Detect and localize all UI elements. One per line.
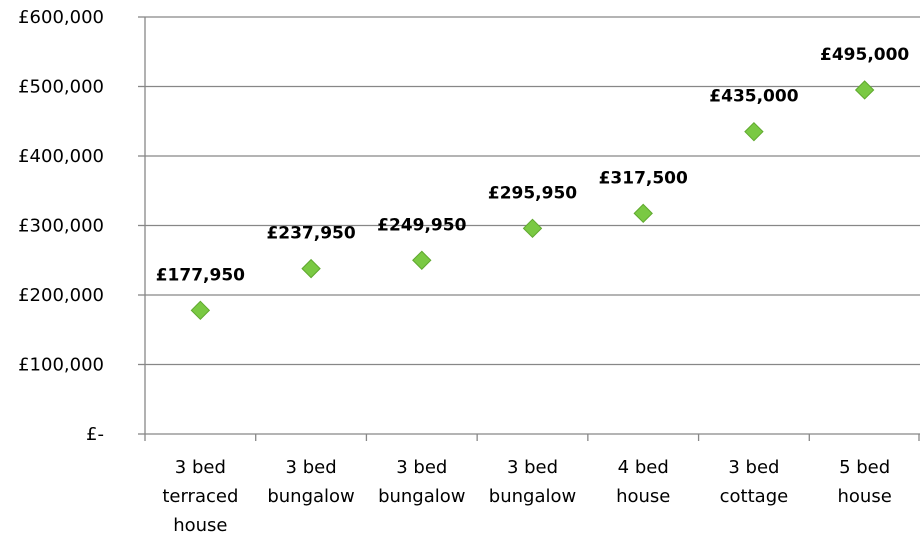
- y-tick-label: £100,000: [18, 355, 104, 376]
- x-axis-tick-labels: 3 bed terraced house 3 bed bungalow 3 bed bung…: [162, 457, 891, 536]
- x-tick-label-line: bungalow: [378, 486, 465, 507]
- y-tick-label: £600,000: [18, 7, 104, 28]
- x-tick-label-line: 3 bed: [728, 457, 779, 478]
- data-label: £295,950: [488, 183, 577, 203]
- x-tick-label-line: terraced: [162, 486, 238, 507]
- data-point-marker: [301, 258, 321, 279]
- x-tick-label: 5 bed house: [838, 457, 892, 507]
- x-tick-label-line: 3 bed: [175, 457, 226, 478]
- data-point-marker: [854, 80, 875, 100]
- axes: [138, 16, 920, 441]
- x-tick-label-line: 3 bed: [507, 457, 558, 478]
- y-tick-label: £500,000: [18, 77, 104, 98]
- y-tick-label: £200,000: [18, 285, 104, 306]
- x-tick-label-line: bungalow: [489, 486, 576, 507]
- x-tick-label-line: bungalow: [267, 486, 354, 507]
- data-label: £435,000: [709, 87, 798, 107]
- x-tick-label-line: 3 bed: [286, 457, 337, 478]
- y-tick-label: £300,000: [18, 216, 104, 237]
- x-tick-label-line: 4 bed: [618, 457, 669, 478]
- x-tick-label: 3 bed terraced house: [162, 457, 238, 536]
- data-point-marker: [522, 218, 543, 239]
- y-axis-tick-labels: £- £100,000 £200,000 £300,000 £400,000 £500,0…: [18, 7, 104, 445]
- data-label: £177,950: [156, 265, 245, 285]
- x-tick-label: 4 bed house: [616, 457, 670, 507]
- x-tick-label: 3 bed cottage: [720, 457, 789, 507]
- data-label: £237,950: [266, 224, 355, 244]
- data-label: £317,500: [599, 168, 688, 188]
- x-tick-label-line: house: [838, 486, 892, 507]
- data-point-marker: [190, 300, 211, 321]
- data-points: [190, 80, 875, 321]
- data-labels: £177,950 £237,950 £249,950 £295,950 £317,500…: [156, 45, 910, 285]
- x-tick-label-line: house: [616, 486, 670, 507]
- x-tick-label: 3 bed bungalow: [267, 457, 354, 507]
- x-tick-label-line: 3 bed: [396, 457, 447, 478]
- data-label: £249,950: [377, 215, 466, 235]
- x-tick-label: 3 bed bungalow: [378, 457, 465, 507]
- x-tick-label-line: 5 bed: [839, 457, 890, 478]
- data-point-marker: [744, 121, 764, 142]
- data-label: £495,000: [820, 45, 909, 65]
- data-point-marker: [412, 250, 432, 270]
- y-tick-label: £-: [86, 424, 104, 445]
- x-tick-label-line: house: [173, 515, 227, 536]
- x-tick-label-line: cottage: [720, 486, 789, 507]
- y-tick-label: £400,000: [18, 146, 104, 167]
- x-tick-label: 3 bed bungalow: [489, 457, 576, 507]
- data-point-marker: [633, 203, 653, 224]
